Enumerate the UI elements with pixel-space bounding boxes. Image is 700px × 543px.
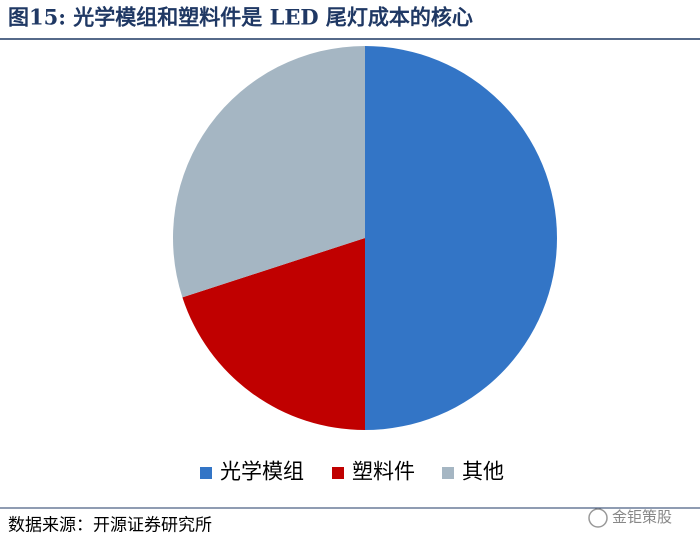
pie-slice [182,238,365,430]
watermark-icon [588,508,608,528]
source: 数据来源：开源证券研究所 [8,516,212,536]
legend: 光学模组 塑料件 其他 [200,460,504,484]
chart-title: 图15: 光学模组和塑料件是 LED 尾灯成本的核心 [8,5,473,30]
pie-slice [173,46,365,298]
legend-label: 塑料件 [352,460,415,484]
legend-swatch [442,467,454,479]
legend-swatch [200,467,212,479]
legend-label: 光学模组 [220,460,304,484]
legend-swatch [332,467,344,479]
legend-label: 其他 [462,460,504,484]
watermark: 金钜策股 [612,508,672,526]
pie-slice [365,46,557,430]
pie [173,46,557,430]
